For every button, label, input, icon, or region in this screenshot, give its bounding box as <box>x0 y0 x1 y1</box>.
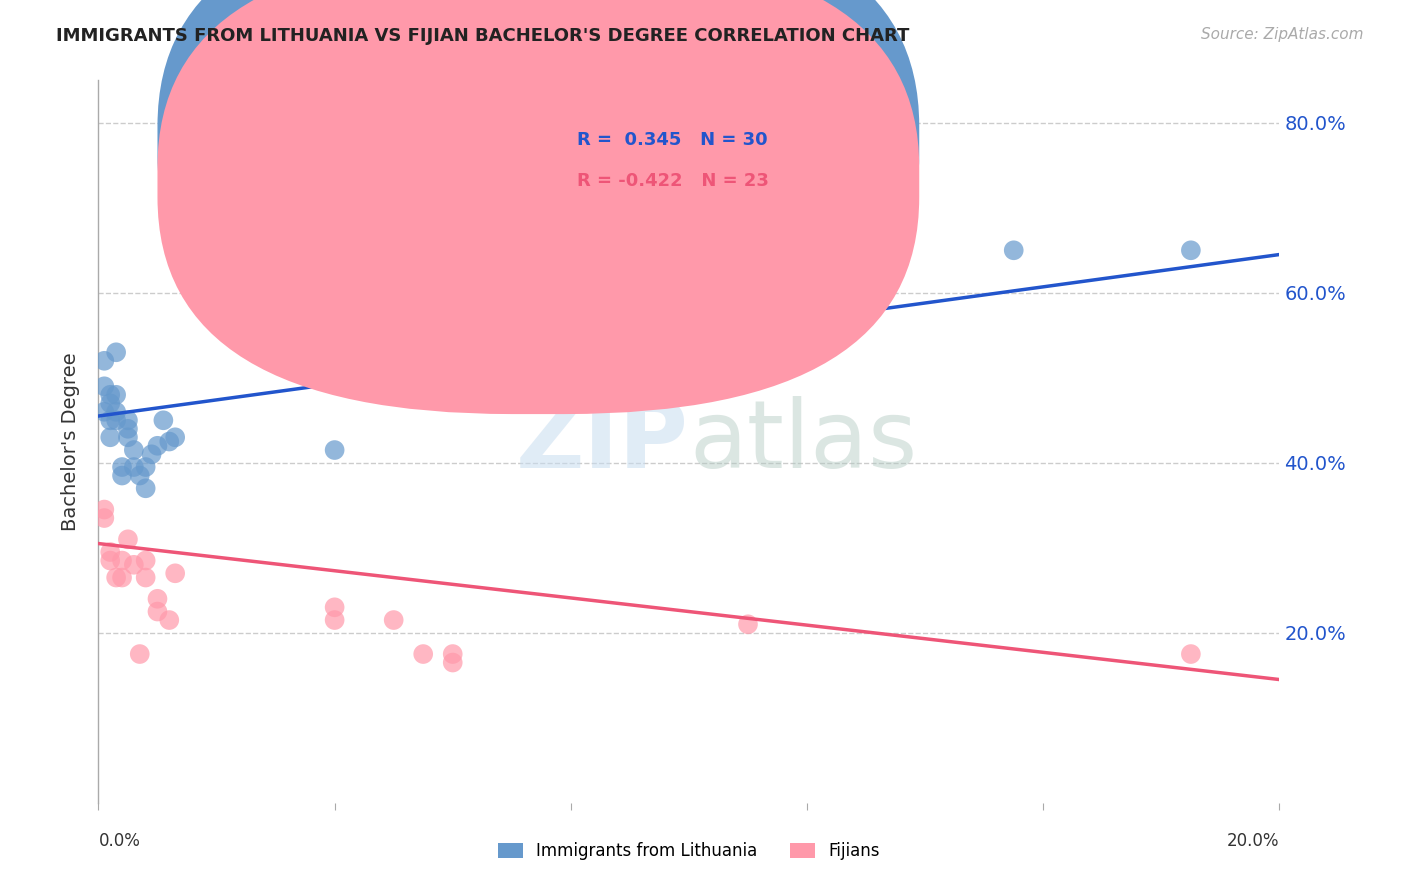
Point <box>135 481 157 495</box>
Point <box>105 345 128 359</box>
Point <box>93 502 115 516</box>
Point <box>93 379 115 393</box>
Text: R = -0.422   N = 23: R = -0.422 N = 23 <box>576 172 769 190</box>
FancyBboxPatch shape <box>157 0 920 414</box>
Point <box>117 430 139 444</box>
Point <box>111 553 134 567</box>
Point <box>323 613 346 627</box>
Point <box>122 443 145 458</box>
Point <box>135 553 157 567</box>
Point <box>111 460 134 475</box>
Point <box>105 405 128 419</box>
Point <box>441 656 464 670</box>
Point <box>122 460 145 475</box>
Point <box>98 430 121 444</box>
Point <box>105 388 128 402</box>
Point <box>441 647 464 661</box>
Point <box>165 430 187 444</box>
FancyBboxPatch shape <box>157 0 920 373</box>
Point <box>128 647 150 661</box>
Point <box>93 511 115 525</box>
Text: atlas: atlas <box>689 395 917 488</box>
Point <box>382 613 405 627</box>
Point <box>111 468 134 483</box>
Point <box>737 617 759 632</box>
Point <box>1180 244 1202 258</box>
Point <box>323 443 346 458</box>
Text: R =  0.345   N = 30: R = 0.345 N = 30 <box>576 131 768 149</box>
Point <box>117 413 139 427</box>
Point <box>146 439 169 453</box>
Point <box>165 566 187 581</box>
Text: IMMIGRANTS FROM LITHUANIA VS FIJIAN BACHELOR'S DEGREE CORRELATION CHART: IMMIGRANTS FROM LITHUANIA VS FIJIAN BACH… <box>56 27 910 45</box>
Point <box>135 460 157 475</box>
Point <box>111 570 134 584</box>
Point <box>98 545 121 559</box>
Point <box>146 591 169 606</box>
Text: 0.0%: 0.0% <box>98 832 141 850</box>
Point <box>122 558 145 572</box>
Text: Source: ZipAtlas.com: Source: ZipAtlas.com <box>1201 27 1364 42</box>
Point <box>105 413 128 427</box>
Point <box>98 388 121 402</box>
Point <box>105 570 128 584</box>
Legend: Immigrants from Lithuania, Fijians: Immigrants from Lithuania, Fijians <box>491 836 887 867</box>
Point <box>93 405 115 419</box>
Text: 20.0%: 20.0% <box>1227 832 1279 850</box>
Point <box>117 422 139 436</box>
FancyBboxPatch shape <box>488 109 855 214</box>
Point <box>117 533 139 547</box>
Point <box>93 353 115 368</box>
Text: ZIP: ZIP <box>516 395 689 488</box>
Point <box>128 468 150 483</box>
Point <box>235 184 257 198</box>
Point <box>707 268 730 283</box>
Point <box>157 434 180 449</box>
Point <box>146 605 169 619</box>
Point <box>157 613 180 627</box>
Point <box>412 647 434 661</box>
Y-axis label: Bachelor's Degree: Bachelor's Degree <box>60 352 80 531</box>
Point <box>1180 647 1202 661</box>
Point <box>98 396 121 410</box>
Point <box>135 570 157 584</box>
Point <box>152 413 174 427</box>
Point <box>1002 244 1025 258</box>
Point <box>98 553 121 567</box>
Point <box>98 413 121 427</box>
Point <box>323 600 346 615</box>
Point <box>141 447 163 461</box>
